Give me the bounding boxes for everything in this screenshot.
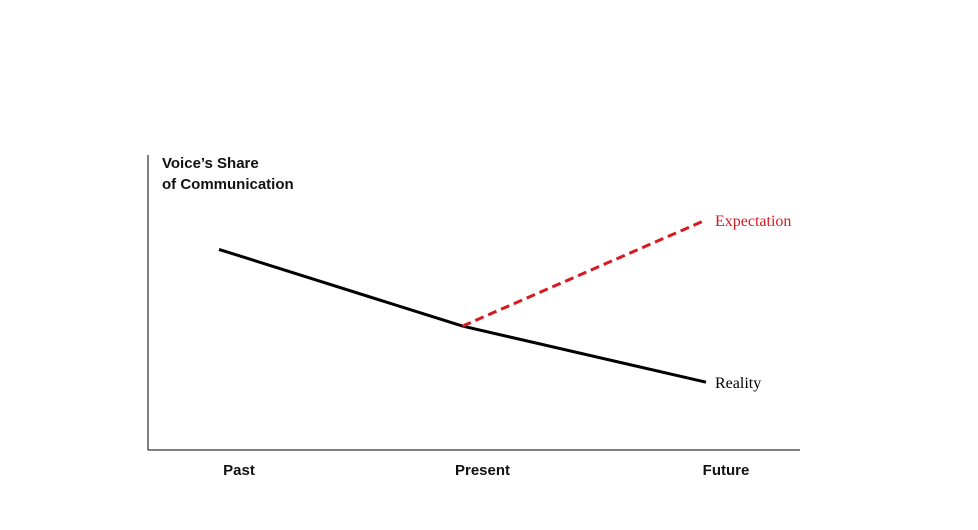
y-axis-label: of Communication <box>162 176 294 193</box>
x-tick-label: Past <box>223 462 255 479</box>
y-axis-label: Voice’s Share <box>162 155 259 172</box>
x-tick-label: Present <box>455 462 510 479</box>
x-tick-label: Future <box>703 462 750 479</box>
series-line <box>461 218 707 328</box>
series-label: Expectation <box>715 213 791 230</box>
series-line <box>218 247 707 384</box>
series-label: Reality <box>715 375 761 392</box>
